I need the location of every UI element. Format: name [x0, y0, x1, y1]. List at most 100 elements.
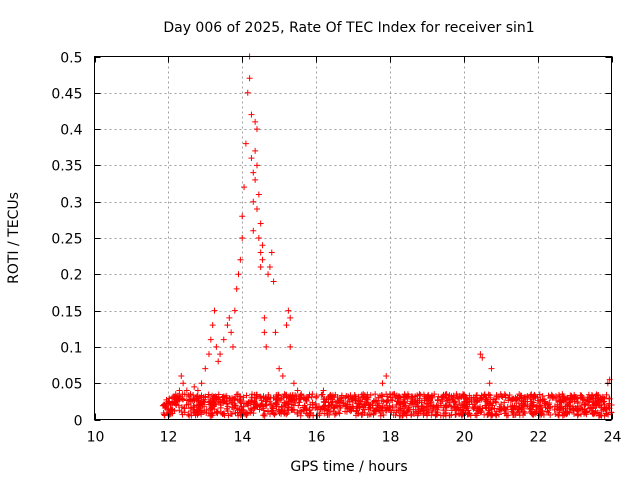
- band-point: [462, 409, 469, 416]
- band-point: [365, 401, 372, 408]
- band-point: [425, 409, 432, 416]
- band-point: [350, 405, 357, 412]
- band-point: [185, 401, 192, 408]
- plot-frame: [94, 56, 612, 420]
- data-point: [252, 118, 259, 125]
- band-point: [346, 406, 353, 413]
- band-point: [532, 410, 539, 417]
- band-point: [597, 404, 604, 411]
- band-point: [223, 398, 230, 405]
- band-point: [498, 401, 505, 408]
- band-point: [417, 391, 424, 398]
- band-point: [427, 398, 434, 405]
- band-point: [433, 402, 440, 409]
- band-point: [366, 411, 373, 418]
- band-point: [560, 393, 567, 400]
- band-point: [552, 410, 559, 417]
- band-point: [509, 402, 516, 409]
- band-point: [493, 399, 500, 406]
- band-point: [460, 404, 467, 411]
- band-point: [370, 398, 377, 405]
- band-point: [481, 411, 488, 418]
- y-tick-label: 0.3: [60, 196, 82, 212]
- data-point: [263, 343, 270, 350]
- band-point: [217, 404, 224, 411]
- band-point: [377, 410, 384, 417]
- data-points: [161, 53, 615, 408]
- band-point: [362, 402, 369, 409]
- band-point: [480, 394, 487, 401]
- y-tick-label: 0.1: [60, 341, 82, 357]
- band-point: [344, 401, 351, 408]
- band-point: [251, 399, 258, 406]
- band-point: [485, 404, 492, 411]
- data-point: [231, 307, 238, 314]
- band-point: [472, 403, 479, 410]
- data-point: [211, 307, 218, 314]
- data-point: [287, 343, 294, 350]
- band-point: [316, 410, 323, 417]
- band-point: [248, 407, 255, 414]
- band-point: [324, 411, 331, 418]
- x-axis-label: GPS time / hours: [290, 459, 407, 475]
- data-point: [379, 380, 386, 387]
- data-point: [253, 205, 260, 212]
- band-point: [397, 412, 404, 419]
- band-point: [187, 404, 194, 411]
- data-point: [285, 307, 292, 314]
- data-point: [248, 155, 255, 162]
- band-point: [423, 403, 430, 410]
- data-point: [556, 398, 563, 405]
- band-point: [545, 401, 552, 408]
- band-point: [434, 396, 441, 403]
- band-point: [601, 401, 608, 408]
- band-point: [277, 408, 283, 415]
- band-point: [298, 408, 305, 415]
- band-point: [177, 393, 184, 400]
- band-point: [359, 409, 366, 416]
- data-point: [165, 398, 172, 405]
- y-tick-label: 0.05: [51, 377, 82, 393]
- data-point: [220, 336, 227, 343]
- band-point: [567, 392, 574, 399]
- data-point: [534, 394, 541, 401]
- x-tick-label: 12: [160, 430, 178, 446]
- data-point: [224, 322, 231, 329]
- band-point: [243, 400, 250, 407]
- band-point: [579, 406, 586, 413]
- band-point: [271, 411, 278, 418]
- band-point: [545, 409, 552, 416]
- band-point: [515, 400, 522, 407]
- data-point: [593, 401, 600, 408]
- data-point: [244, 89, 251, 96]
- band-point: [537, 405, 544, 412]
- band-point: [327, 408, 334, 415]
- data-point: [416, 391, 423, 398]
- band-point: [337, 404, 344, 411]
- y-axis-ticks: 0 0.05 0.1 0.15 0.2 0.25 0.3 0.35 0.4 0.45 0.5: [51, 51, 612, 430]
- data-point: [257, 220, 264, 227]
- band-point: [495, 411, 502, 418]
- band-point: [198, 409, 205, 416]
- data-point: [257, 264, 264, 271]
- band-point: [224, 407, 231, 414]
- band-point: [256, 406, 263, 413]
- band-point: [593, 391, 600, 398]
- band-point: [244, 410, 251, 417]
- band-point: [161, 411, 168, 418]
- band-point: [234, 396, 241, 403]
- data-point: [250, 198, 257, 205]
- data-point: [252, 147, 259, 154]
- data-point: [423, 394, 430, 401]
- band-point: [400, 409, 407, 416]
- band-point: [188, 412, 195, 419]
- band-point: [424, 412, 431, 419]
- band-point: [559, 394, 566, 401]
- x-tick-label: 22: [530, 430, 548, 446]
- band-point: [539, 392, 546, 399]
- grid-lines: [94, 56, 612, 420]
- band-point: [464, 396, 471, 403]
- band-point: [510, 410, 517, 417]
- band-point: [455, 404, 462, 411]
- band-point: [321, 403, 328, 410]
